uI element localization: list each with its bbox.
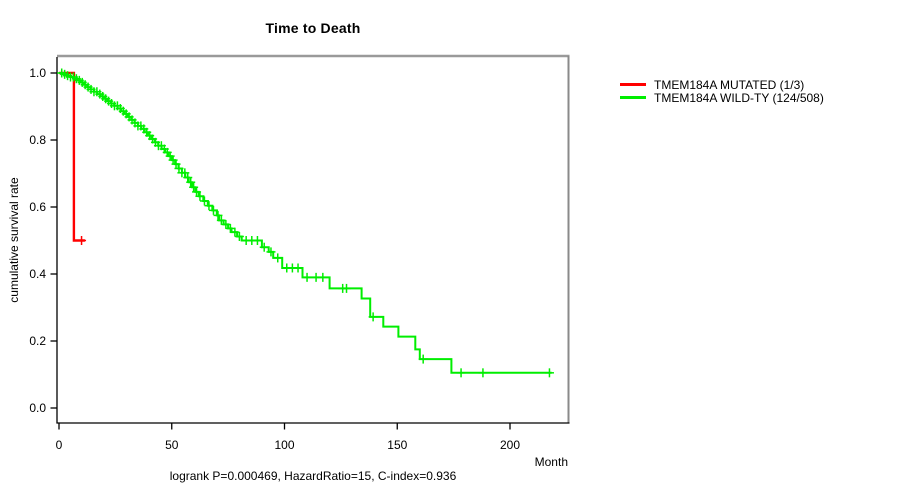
legend-item-mutated: TMEM184A MUTATED (1/3) — [620, 77, 824, 92]
legend-swatch-mutated — [620, 83, 646, 86]
km-curve-mutated — [59, 71, 85, 242]
legend-swatch-wildtype — [620, 96, 646, 99]
x-tick-label-150: 150 — [387, 438, 408, 452]
legend-label-wildtype: TMEM184A WILD-TY (124/508) — [654, 90, 824, 105]
stats-annotation: logrank P=0.000469, HazardRatio=15, C-in… — [169, 469, 457, 483]
x-tick-label-0: 0 — [55, 438, 63, 452]
axis-tick-marks — [50, 72, 511, 430]
x-tick-label-50: 50 — [165, 438, 179, 452]
x-axis-label: Month — [534, 455, 568, 469]
censor-marks-mutated — [77, 236, 87, 245]
y-tick-label-0.0: 0.0 — [29, 401, 46, 415]
y-tick-label-0.4: 0.4 — [29, 267, 46, 281]
km-curve-wildtype — [59, 72, 552, 374]
legend-item-wildtype: TMEM184A WILD-TY (124/508) — [620, 90, 824, 105]
censor-marks-wildtype — [57, 68, 554, 378]
y-tick-label-0.8: 0.8 — [29, 133, 46, 147]
y-tick-label-1.0: 1.0 — [29, 66, 46, 80]
x-tick-label-100: 100 — [274, 438, 295, 452]
x-tick-label-200: 200 — [499, 438, 521, 452]
y-axis-label: cumulative survival rate — [7, 177, 21, 303]
legend-label-mutated: TMEM184A MUTATED (1/3) — [654, 77, 805, 92]
y-tick-label-0.6: 0.6 — [29, 200, 46, 214]
legend: TMEM184A MUTATED (1/3) TMEM184A WILD-TY … — [620, 77, 824, 105]
y-tick-label-0.2: 0.2 — [29, 334, 46, 348]
chart-title: Time to Death — [265, 20, 361, 36]
